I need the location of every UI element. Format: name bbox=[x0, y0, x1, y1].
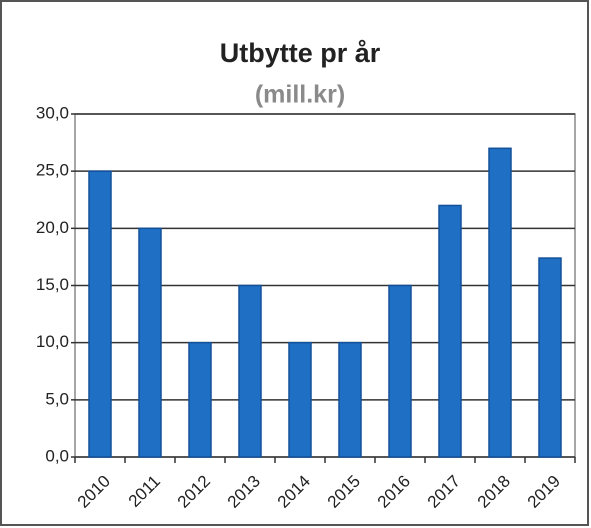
bar bbox=[138, 227, 162, 458]
bar bbox=[488, 147, 512, 458]
y-tick-label: 20,0 bbox=[36, 218, 69, 237]
bar bbox=[188, 341, 212, 458]
y-tick-label: 25,0 bbox=[36, 161, 69, 180]
bar bbox=[338, 341, 362, 458]
chart-title: Utbytte pr år bbox=[220, 38, 381, 68]
y-tick-label: 5,0 bbox=[45, 389, 69, 408]
bar bbox=[88, 170, 112, 458]
bar bbox=[388, 284, 412, 458]
bar bbox=[238, 284, 262, 458]
bar bbox=[438, 204, 462, 458]
y-tick-label: 10,0 bbox=[36, 332, 69, 351]
bar bbox=[538, 257, 562, 458]
y-tick-label: 15,0 bbox=[36, 275, 69, 294]
y-tick-label: 0,0 bbox=[45, 446, 69, 465]
bar bbox=[288, 341, 312, 458]
y-tick-label: 30,0 bbox=[36, 103, 69, 122]
chart-subtitle: (mill.kr) bbox=[255, 81, 345, 109]
